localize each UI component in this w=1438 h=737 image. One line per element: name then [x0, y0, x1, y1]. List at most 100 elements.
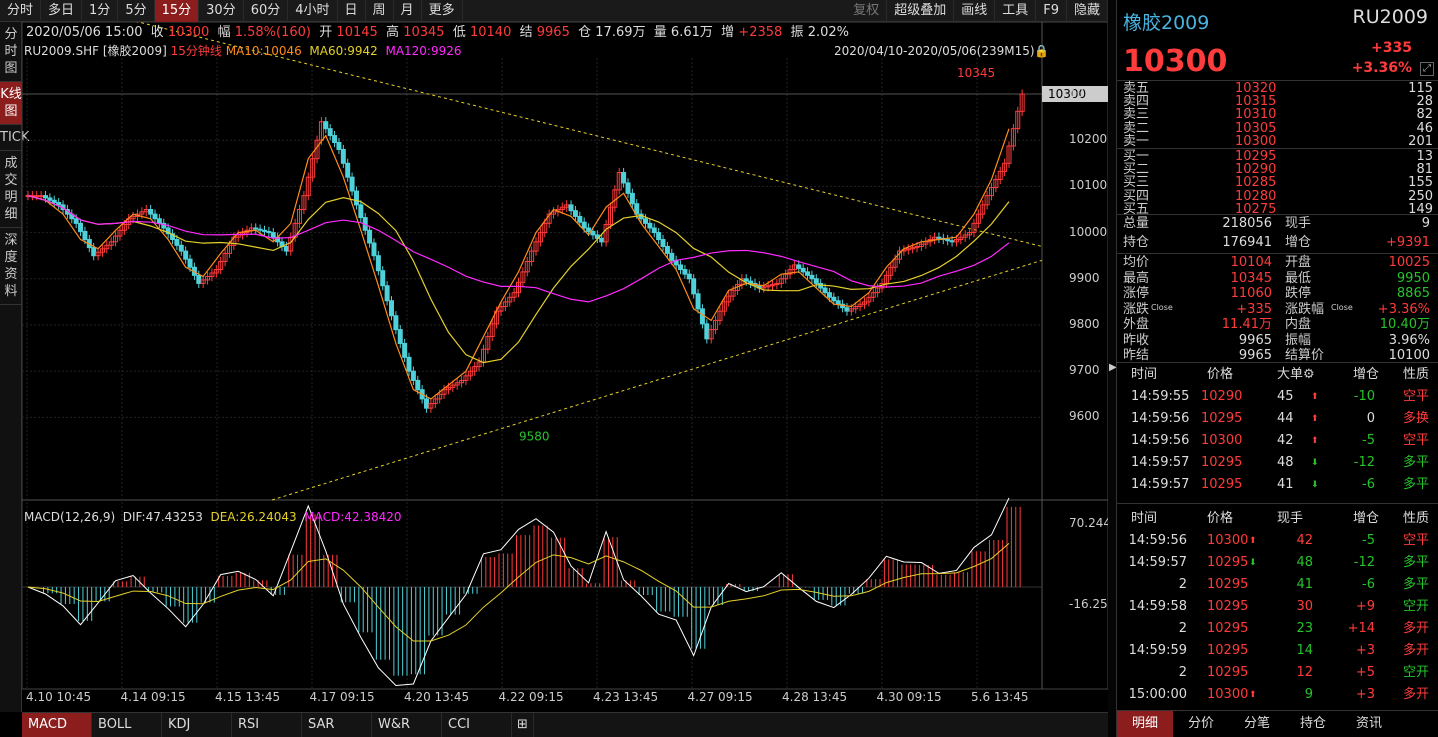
- candle-body: [410, 370, 416, 381]
- ob-price: 10285: [1235, 175, 1277, 191]
- period-tab[interactable]: 5分: [118, 0, 155, 22]
- period-tab[interactable]: 更多: [422, 0, 463, 22]
- period-tab[interactable]: 日: [338, 0, 366, 22]
- cell-nature: 多平: [1403, 577, 1430, 592]
- cell-qty: 30: [1296, 599, 1313, 614]
- candle-body: [34, 195, 40, 198]
- candle-body: [170, 233, 176, 241]
- candle-body: [218, 260, 224, 271]
- period-tab[interactable]: 周: [366, 0, 394, 22]
- up-arrow-icon: ⬆: [1311, 414, 1319, 424]
- vol-label: 量: [653, 25, 667, 40]
- toolbar-button[interactable]: 超级叠加: [887, 0, 955, 22]
- period-tab[interactable]: 分时: [0, 0, 42, 22]
- ask-row: 卖三 10310 82: [1123, 108, 1433, 121]
- stat-key: 涨跌幅: [1285, 301, 1325, 317]
- period-tab[interactable]: 60分: [244, 0, 289, 22]
- up-arrow-icon: ⬆: [1311, 436, 1319, 446]
- period-tab[interactable]: 1分: [82, 0, 119, 22]
- indicator-tab[interactable]: RSI: [232, 713, 302, 737]
- candle-body: [253, 227, 259, 230]
- candle-body: [415, 379, 421, 391]
- right-tab[interactable]: 分笔: [1243, 716, 1270, 731]
- period-tab[interactable]: 15分: [154, 0, 200, 22]
- view-tab[interactable]: 成交明细: [0, 151, 22, 228]
- ob-label: 买二: [1123, 162, 1150, 178]
- candle-body: [174, 239, 180, 246]
- ob-label: 卖四: [1123, 94, 1150, 110]
- lock-icon[interactable]: 🔒: [1034, 44, 1049, 58]
- indicator-tab[interactable]: CCI: [442, 713, 512, 737]
- indicator-tab[interactable]: SAR: [302, 713, 372, 737]
- candle-body: [704, 323, 710, 340]
- candle-body: [380, 270, 386, 287]
- stat-value: 10345: [1230, 270, 1272, 286]
- candle-body: [826, 292, 832, 298]
- panel-splitter[interactable]: ▶: [1108, 0, 1117, 737]
- ob-label: 买五: [1123, 201, 1150, 217]
- candle-body: [498, 306, 504, 312]
- candle-body: [305, 176, 311, 197]
- period-tab[interactable]: 月: [394, 0, 422, 22]
- contract-name: 橡胶2009: [1123, 12, 1210, 34]
- candle-body: [82, 230, 88, 241]
- ob-label: 卖三: [1123, 107, 1150, 123]
- ob-price: 10310: [1235, 107, 1277, 123]
- stat-value: 9965: [1238, 332, 1272, 348]
- view-tab[interactable]: TICK: [0, 125, 29, 151]
- candle-body: [678, 264, 684, 271]
- stat-key: 跌停: [1285, 286, 1312, 301]
- stat-key: 结算价: [1285, 348, 1325, 363]
- candle-body: [651, 227, 657, 234]
- candle-body: [38, 195, 44, 198]
- candle-body: [91, 247, 97, 257]
- kline-chart-area[interactable]: 10300 10345 9580 2020/05/06 15:00 收 10300 …: [22, 22, 1131, 712]
- toolbar-button[interactable]: 隐藏: [1067, 0, 1108, 22]
- view-tab[interactable]: 深度资料: [0, 228, 22, 305]
- stat-key: 振幅: [1285, 332, 1312, 348]
- settings-icon[interactable]: ⚙: [1303, 367, 1315, 382]
- toolbar-button[interactable]: 工具: [995, 0, 1037, 22]
- macd-legend: MACD(12,26,9) DIF:47.43253 DEA:26.24043 …: [24, 509, 402, 525]
- cell-time: 14:59:56: [1131, 433, 1190, 448]
- indicator-tab[interactable]: MACD: [22, 713, 92, 737]
- collapse-arrow-icon[interactable]: ▶: [1109, 362, 1117, 373]
- candle-body: [962, 234, 968, 238]
- stat-value: 11.41万: [1221, 317, 1272, 332]
- add-indicator-icon[interactable]: ⊞: [512, 713, 534, 737]
- ob-volume: 115: [1408, 81, 1433, 96]
- kline-chart-svg[interactable]: 10300 10345 9580: [22, 22, 1108, 712]
- period-tab[interactable]: 多日: [41, 0, 83, 22]
- cell-oi-change: +5: [1355, 665, 1375, 680]
- candle-body: [161, 222, 167, 229]
- amp-label: 幅: [217, 25, 231, 40]
- right-tab[interactable]: 分价: [1187, 716, 1214, 731]
- indicator-tab[interactable]: W&R: [372, 713, 442, 737]
- toolbar-button[interactable]: F9: [1036, 0, 1067, 22]
- ma120-line: [27, 195, 1010, 303]
- stat-key: 昨收: [1123, 332, 1150, 348]
- expand-icon[interactable]: ⤢: [1420, 62, 1434, 76]
- candle-body: [332, 135, 338, 144]
- period-tab[interactable]: 30分: [199, 0, 244, 22]
- candle-body: [629, 192, 635, 205]
- view-tab[interactable]: K线图: [0, 82, 22, 125]
- right-tab[interactable]: 明细: [1117, 711, 1173, 737]
- right-tab[interactable]: 持仓: [1299, 716, 1326, 731]
- ob-label: 买一: [1123, 149, 1150, 164]
- period-tab[interactable]: 4小时: [288, 0, 338, 22]
- stat-key: 增仓: [1285, 235, 1312, 250]
- candle-body: [835, 300, 841, 305]
- cell-oi-change: 0: [1366, 411, 1375, 426]
- indicator-tab[interactable]: BOLL: [92, 713, 162, 737]
- cell-price: 10295: [1207, 577, 1249, 592]
- candle-body: [406, 356, 412, 372]
- candle-body: [209, 272, 215, 277]
- indicator-tab[interactable]: KDJ: [162, 713, 232, 737]
- cell-price: 10300: [1201, 433, 1243, 448]
- toolbar-button[interactable]: 画线: [954, 0, 996, 22]
- right-tab[interactable]: 资讯: [1355, 716, 1382, 731]
- toolbar-button[interactable]: 复权: [846, 0, 888, 22]
- view-tab[interactable]: 分时图: [0, 22, 22, 82]
- candle-body: [831, 296, 837, 302]
